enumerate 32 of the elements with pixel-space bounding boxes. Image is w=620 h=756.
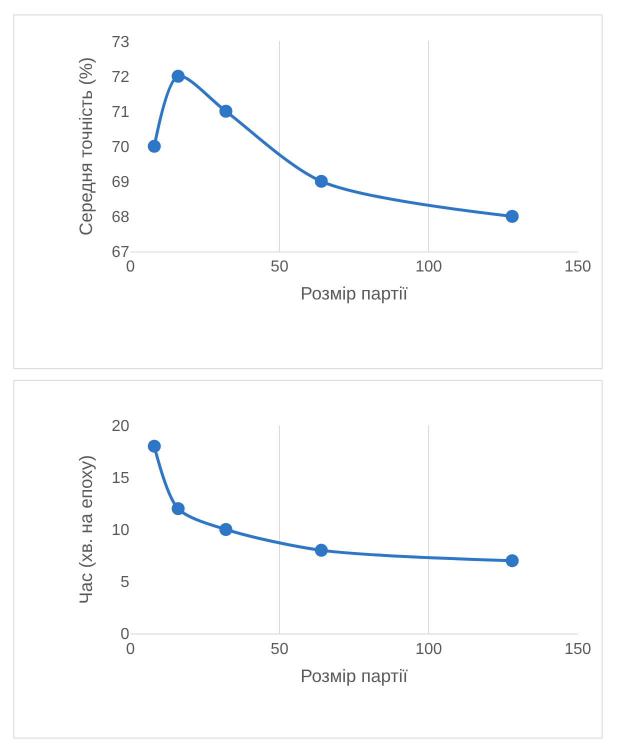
y-tick-label: 5: [120, 574, 130, 592]
point: [314, 544, 328, 557]
x-axis-title: Розмір партії: [300, 284, 408, 304]
x-tick-label: 50: [270, 640, 289, 658]
y-axis-title: Середня точність (%): [76, 57, 96, 236]
y-tick-label: 69: [112, 174, 130, 191]
point: [506, 210, 519, 223]
y-tick-label: 15: [112, 470, 130, 488]
y-tick-label: 10: [112, 522, 130, 540]
y-tick-label: 67: [112, 244, 130, 261]
x-tick-label: 50: [270, 258, 289, 276]
point: [314, 174, 328, 188]
y-tick-label: 68: [112, 208, 130, 226]
point: [219, 522, 232, 536]
y-tick-label: 70: [112, 138, 130, 156]
x-axis-title: Розмір партії: [300, 666, 408, 686]
x-tick-label: 150: [564, 640, 592, 658]
y-tick-label: 71: [112, 104, 130, 121]
point: [148, 440, 161, 453]
point: [148, 140, 161, 153]
y-tick-label: 0: [120, 626, 130, 644]
y-tick-label: 20: [112, 418, 130, 435]
x-tick-label: 100: [415, 640, 442, 658]
y-tick-label: 73: [112, 34, 130, 51]
point: [219, 104, 232, 118]
x-tick-label: 100: [415, 258, 442, 276]
y-tick-label: 72: [112, 68, 130, 86]
y-axis-title: Час (хв. на епоху): [76, 454, 96, 604]
point: [506, 554, 519, 568]
point: [172, 502, 185, 516]
x-tick-label: 150: [564, 258, 592, 276]
point: [172, 70, 185, 83]
